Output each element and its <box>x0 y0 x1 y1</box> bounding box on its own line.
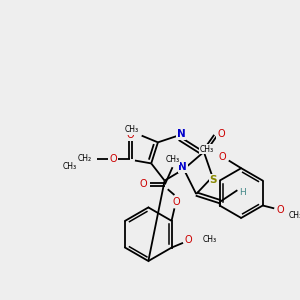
Text: O: O <box>109 154 117 164</box>
Text: N: N <box>176 129 185 139</box>
Text: CH₃: CH₃ <box>166 155 180 164</box>
Text: O: O <box>171 154 178 165</box>
Text: CH₃: CH₃ <box>202 236 216 244</box>
Text: H: H <box>239 188 245 196</box>
Text: O: O <box>140 179 148 190</box>
Text: O: O <box>126 130 134 140</box>
Text: CH₃: CH₃ <box>125 125 139 134</box>
Text: CH₃: CH₃ <box>63 162 77 171</box>
Text: O: O <box>172 197 180 207</box>
Text: O: O <box>217 129 225 139</box>
Text: CH₃: CH₃ <box>288 211 300 220</box>
Text: N: N <box>178 162 187 172</box>
Text: O: O <box>218 152 226 162</box>
Text: O: O <box>185 235 193 245</box>
Text: CH₃: CH₃ <box>200 145 214 154</box>
Text: O: O <box>276 205 284 215</box>
Text: CH₂: CH₂ <box>77 154 91 163</box>
Text: S: S <box>210 175 217 185</box>
